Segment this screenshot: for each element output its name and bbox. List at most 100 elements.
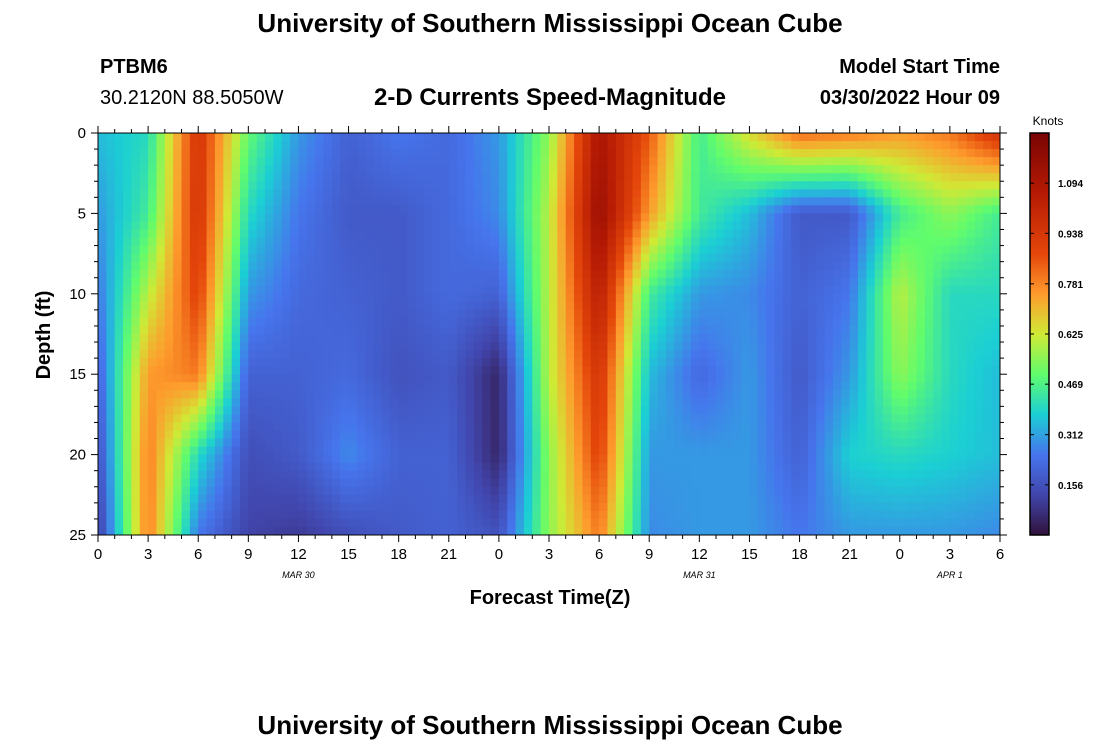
heatmap-cell bbox=[298, 309, 308, 319]
heatmap-cell bbox=[883, 317, 893, 327]
heatmap-cell bbox=[407, 325, 416, 335]
heatmap-cell bbox=[908, 269, 918, 279]
heatmap-cell bbox=[624, 374, 634, 383]
heatmap-cell bbox=[323, 422, 333, 432]
heatmap-cell bbox=[716, 157, 725, 166]
heatmap-cell bbox=[849, 133, 859, 142]
heatmap-cell bbox=[98, 213, 107, 223]
heatmap-cell bbox=[640, 398, 650, 407]
heatmap-cell bbox=[223, 293, 233, 303]
heatmap-cell bbox=[582, 173, 592, 182]
heatmap-cell bbox=[832, 334, 842, 343]
heatmap-cell bbox=[832, 406, 842, 415]
heatmap-cell bbox=[657, 422, 667, 432]
heatmap-cell bbox=[582, 486, 592, 496]
heatmap-cell bbox=[974, 358, 984, 367]
heatmap-cell bbox=[824, 478, 834, 488]
heatmap-cell bbox=[941, 285, 951, 295]
heatmap-cell bbox=[315, 438, 325, 448]
heatmap-cell bbox=[340, 181, 350, 190]
heatmap-cell bbox=[131, 350, 141, 359]
heatmap-cell bbox=[181, 398, 191, 407]
heatmap-cell bbox=[381, 293, 391, 303]
heatmap-cell bbox=[532, 293, 542, 303]
heatmap-cell bbox=[858, 229, 867, 239]
heatmap-cell bbox=[281, 221, 291, 231]
heatmap-cell bbox=[465, 486, 475, 496]
heatmap-cell bbox=[365, 189, 375, 198]
heatmap-cell bbox=[640, 325, 650, 335]
heatmap-cell bbox=[231, 390, 241, 399]
heatmap-cell bbox=[223, 253, 233, 263]
heatmap-cell bbox=[899, 350, 909, 359]
heatmap-cell bbox=[123, 414, 133, 424]
heatmap-cell bbox=[774, 277, 784, 287]
heatmap-cell bbox=[891, 213, 901, 223]
heatmap-cell bbox=[465, 366, 475, 375]
heatmap-cell bbox=[281, 334, 291, 343]
heatmap-cell bbox=[615, 237, 625, 247]
heatmap-cell bbox=[924, 358, 934, 367]
heatmap-cell bbox=[974, 213, 984, 223]
heatmap-cell bbox=[365, 454, 375, 464]
heatmap-cell bbox=[807, 478, 817, 488]
heatmap-cell bbox=[173, 189, 183, 198]
heatmap-cell bbox=[156, 173, 166, 182]
heatmap-cell bbox=[707, 277, 717, 287]
heatmap-cell bbox=[615, 350, 625, 359]
heatmap-cell bbox=[624, 293, 634, 303]
heatmap-cell bbox=[231, 470, 241, 480]
heatmap-cell bbox=[173, 422, 183, 432]
heatmap-cell bbox=[331, 253, 341, 263]
heatmap-cell bbox=[473, 462, 483, 472]
heatmap-cell bbox=[432, 446, 442, 456]
heatmap-cell bbox=[640, 414, 650, 424]
heatmap-cell bbox=[565, 197, 575, 206]
heatmap-cell bbox=[766, 462, 776, 472]
heatmap-cell bbox=[640, 165, 650, 174]
heatmap-cell bbox=[457, 293, 467, 303]
heatmap-cell bbox=[123, 422, 133, 432]
heatmap-cell bbox=[181, 438, 191, 448]
heatmap-cell bbox=[958, 366, 968, 375]
heatmap-cell bbox=[106, 342, 116, 351]
heatmap-cell bbox=[148, 277, 158, 287]
heatmap-cell bbox=[549, 430, 558, 440]
heatmap-cell bbox=[331, 221, 341, 231]
heatmap-cell bbox=[649, 229, 659, 239]
heatmap-cell bbox=[440, 382, 450, 391]
heatmap-cell bbox=[139, 374, 149, 383]
heatmap-cell bbox=[832, 277, 842, 287]
heatmap-cell bbox=[949, 205, 959, 214]
heatmap-cell bbox=[189, 157, 199, 166]
heatmap-cell bbox=[816, 470, 826, 480]
heatmap-cell bbox=[265, 462, 274, 472]
heatmap-cell bbox=[891, 261, 901, 271]
heatmap-cell bbox=[490, 221, 500, 231]
heatmap-cell bbox=[532, 478, 542, 488]
heatmap-cell bbox=[281, 494, 291, 504]
heatmap-cell bbox=[966, 334, 976, 343]
heatmap-cell bbox=[490, 317, 500, 327]
heatmap-cell bbox=[231, 446, 241, 456]
heatmap-cell bbox=[432, 229, 442, 239]
heatmap-cell bbox=[98, 261, 107, 271]
heatmap-cell bbox=[549, 486, 558, 496]
heatmap-cell bbox=[315, 470, 325, 480]
heatmap-cell bbox=[323, 277, 333, 287]
heatmap-cell bbox=[131, 478, 141, 488]
heatmap-cell bbox=[849, 157, 859, 166]
heatmap-cell bbox=[473, 358, 483, 367]
heatmap-cell bbox=[924, 325, 934, 335]
heatmap-cell bbox=[106, 173, 116, 182]
heatmap-cell bbox=[189, 285, 199, 295]
heatmap-cell bbox=[306, 253, 316, 263]
heatmap-cell bbox=[640, 213, 650, 223]
heatmap-cell bbox=[432, 398, 442, 407]
heatmap-cell bbox=[832, 189, 842, 198]
heatmap-cell bbox=[832, 382, 842, 391]
heatmap-cell bbox=[381, 470, 391, 480]
heatmap-cell bbox=[173, 462, 183, 472]
heatmap-cell bbox=[674, 390, 684, 399]
heatmap-cell bbox=[323, 309, 333, 319]
